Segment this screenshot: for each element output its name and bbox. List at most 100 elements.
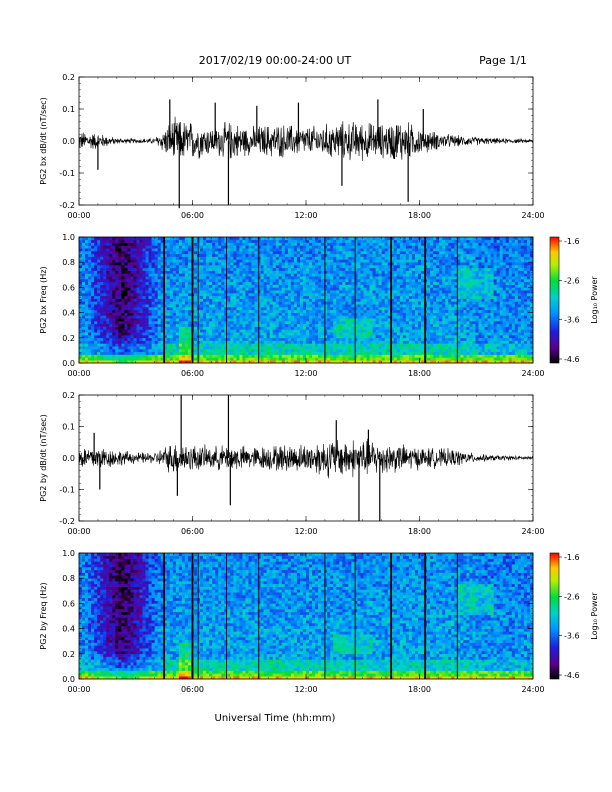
spectrogram-cell (390, 321, 395, 325)
spectrogram-cell (330, 309, 334, 313)
spectrogram-cell (251, 318, 255, 322)
spectrogram-cell (396, 323, 401, 327)
spectrogram-cell (384, 242, 389, 246)
spectrogram-cell (103, 281, 107, 285)
spectrogram-cell (197, 298, 201, 302)
spectrogram-cell (218, 326, 222, 330)
spectrogram-cell (212, 242, 216, 246)
spectrogram-cell (375, 251, 379, 255)
spectrogram-cell (251, 270, 255, 274)
spectrogram-cell (151, 281, 155, 285)
spectrogram-cell (312, 307, 316, 311)
spectrogram-cell (145, 335, 149, 339)
spectrogram-cell (333, 312, 337, 316)
spectrogram-cell (366, 239, 370, 243)
spectrogram-cell (339, 242, 343, 246)
spectrogram-cell (302, 293, 307, 297)
spectrogram-cell (321, 318, 325, 322)
spectrogram-cell (245, 237, 249, 241)
spectrogram-cell (127, 284, 131, 288)
spectrogram-cell (230, 239, 234, 243)
spectrogram-cell (94, 290, 98, 294)
spectrogram-cell (139, 312, 143, 316)
spectrogram-cell (133, 332, 137, 336)
spectrogram-cell (345, 307, 349, 311)
spectrogram-cell (366, 343, 370, 347)
spectrogram-cell (378, 295, 382, 299)
spectrogram-cell (272, 273, 277, 277)
spectrogram-cell (184, 293, 189, 297)
spectrogram-cell (151, 242, 155, 246)
spectrogram-cell (272, 281, 277, 285)
spectrogram-cell (91, 349, 95, 353)
spectrogram-cell (85, 267, 89, 271)
spectrogram-cell (157, 318, 162, 322)
spectrogram-cell (236, 251, 240, 255)
spectrogram-cell (266, 323, 270, 327)
spectrogram-cell (381, 253, 385, 257)
spectrogram-cell (209, 323, 213, 327)
spectrogram-cell (157, 360, 162, 364)
spectrogram-cell (284, 349, 289, 353)
spectrogram-cell (293, 309, 298, 313)
spectrogram-cell (330, 259, 334, 263)
spectrogram-cell (375, 354, 379, 358)
spectrogram-cell (333, 253, 337, 257)
spectrogram-cell (248, 309, 252, 313)
spectrogram-cell (257, 326, 261, 330)
spectrogram-cell (366, 287, 370, 291)
spectrogram-cell (315, 290, 319, 294)
spectrogram-cell (396, 245, 401, 249)
spectrogram-cell (315, 360, 319, 364)
spectrogram-cell (306, 321, 310, 325)
spectrogram-cell (236, 304, 240, 308)
spectrogram-cell (206, 346, 210, 350)
spectrogram-cell (293, 265, 298, 269)
spectrogram-cell (203, 242, 207, 246)
spectrogram-cell (215, 279, 219, 283)
spectrogram-cell (290, 307, 295, 311)
spectrogram-cell (321, 242, 325, 246)
spectrogram-cell (351, 360, 355, 364)
spectrogram-cell (154, 357, 158, 361)
spectrogram-cell (366, 273, 370, 277)
spectrogram-cell (160, 321, 165, 325)
spectrogram-cell (284, 262, 289, 266)
spectrogram-cell (287, 304, 292, 308)
spectrogram-cell (309, 262, 313, 266)
spectrogram-cell (88, 326, 92, 330)
spectrogram-cell (293, 340, 298, 344)
spectrogram-cell (227, 307, 231, 311)
spectrogram-cell (184, 340, 189, 344)
spectrogram-cell (318, 265, 322, 269)
spectrogram-cell (390, 265, 395, 269)
spectrogram-cell (136, 251, 140, 255)
spectrogram-cell (79, 293, 83, 297)
spectrogram-cell (299, 315, 304, 319)
spectrogram-cell (384, 354, 389, 358)
spectrogram-cell (281, 315, 286, 319)
spectrogram-cell (327, 270, 331, 274)
spectrogram-cell (366, 265, 370, 269)
spectrogram-cell (390, 298, 395, 302)
spectrogram-cell (181, 360, 186, 364)
spectrogram-cell (85, 290, 89, 294)
spectrogram-cell (130, 349, 134, 353)
spectrogram-cell (284, 326, 289, 330)
spectrogram-cell (318, 351, 322, 355)
spectrogram-cell (321, 253, 325, 257)
spectrogram-cell (218, 329, 222, 333)
spectrogram-cell (187, 276, 192, 280)
spectrogram-cell (115, 273, 119, 277)
spectrogram-cell (327, 301, 331, 305)
spectrogram-cell (360, 259, 364, 263)
spectrogram-cell (215, 281, 219, 285)
spectrogram-cell (242, 298, 246, 302)
spectrogram-cell (97, 239, 101, 243)
spectrogram-cell (221, 304, 225, 308)
spectrogram-cell (312, 253, 316, 257)
spectrogram-cell (139, 360, 143, 364)
spectrogram-cell (302, 279, 307, 283)
spectrogram-cell (287, 276, 292, 280)
spectrogram-cell (336, 245, 340, 249)
